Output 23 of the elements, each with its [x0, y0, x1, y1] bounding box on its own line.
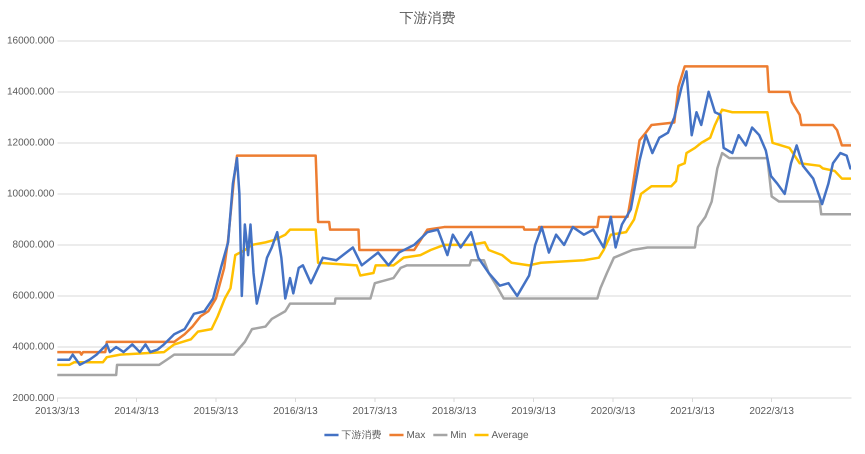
y-tick-label: 10000.000	[6, 188, 55, 200]
y-tick-label: 16000.000	[6, 36, 55, 47]
legend-label: Min	[450, 430, 466, 441]
y-tick-label: 12000.000	[6, 138, 55, 149]
legend-label: Average	[491, 430, 529, 441]
legend-label: 下游消费	[341, 428, 382, 441]
y-tick-label: 2000.000	[12, 392, 55, 404]
x-tick-label: 2013/3/13	[35, 406, 80, 417]
x-tick-label: 2014/3/13	[114, 406, 160, 417]
x-tick-label: 2019/3/13	[511, 406, 556, 417]
y-tick-label: 4000.000	[12, 342, 55, 353]
x-tick-label: 2018/3/13	[432, 406, 477, 417]
x-tick-label: 2020/3/13	[590, 406, 636, 417]
x-tick-label: 2015/3/13	[194, 406, 239, 417]
x-tick-label: 2021/3/13	[670, 406, 716, 417]
y-tick-label: 6000.000	[12, 290, 55, 302]
x-tick-label: 2022/3/13	[749, 406, 794, 417]
chart-title: 下游消费	[400, 9, 456, 26]
legend-label: Max	[406, 430, 426, 441]
x-tick-label: 2016/3/13	[273, 406, 318, 417]
y-tick-label: 14000.000	[6, 86, 55, 98]
y-tick-label: 8000.000	[12, 240, 55, 251]
x-tick-label: 2017/3/13	[352, 406, 398, 417]
